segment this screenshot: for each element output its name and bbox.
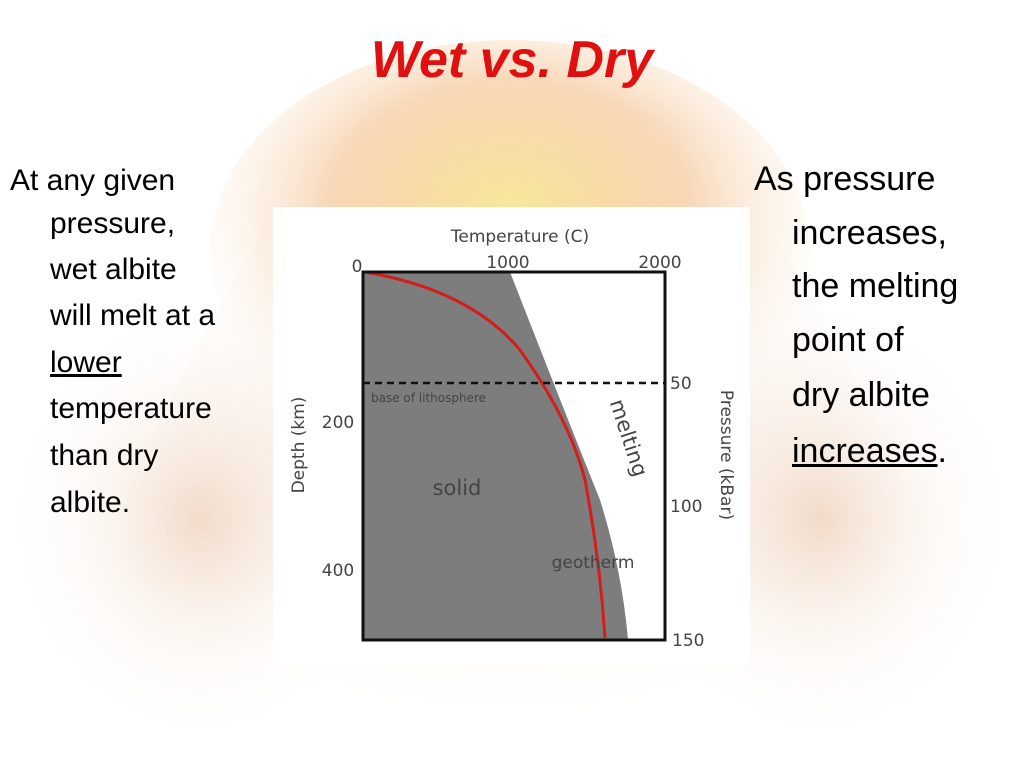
annotation: geotherm	[552, 553, 635, 573]
y2-axis-label: Pressure (kBar)	[716, 390, 736, 520]
plot-frame	[361, 270, 667, 642]
body-text: lower	[50, 346, 122, 379]
x-tick-label: 0	[352, 257, 363, 277]
y2-tick-label: 50	[670, 374, 692, 394]
y2-tick-label: 150	[672, 631, 704, 651]
body-text: will melt at a	[50, 299, 216, 332]
body-text: increases,	[792, 214, 947, 252]
body-text: the melting	[792, 267, 959, 305]
y-axis-label: Depth (km)	[289, 397, 309, 494]
x-tick-label: 2000	[638, 253, 681, 273]
x-axis-label: Temperature (C)	[450, 227, 589, 247]
body-text: increases.	[792, 432, 947, 471]
body-text: temperature	[50, 392, 212, 425]
solid-region	[363, 272, 628, 640]
geotherm-curve	[364, 270, 607, 639]
body-text: As pressure	[754, 160, 936, 198]
body-text: wet albite	[50, 253, 177, 286]
y-tick-label: 400	[322, 561, 354, 581]
slide-title: Wet vs. Dry	[370, 31, 654, 89]
body-text: than dry	[50, 439, 159, 472]
body-text: point of	[792, 321, 904, 359]
body-text: dry albite	[792, 376, 930, 414]
body-text: pressure,	[50, 207, 176, 240]
y2-tick-label: 100	[670, 497, 702, 517]
body-text: albite.	[50, 486, 131, 519]
emphasis: increases	[792, 432, 938, 470]
annotation: solid	[433, 476, 482, 500]
x-tick-label: 1000	[486, 253, 529, 273]
y-tick-label: 200	[322, 413, 354, 433]
annotation: base of lithosphere	[371, 391, 486, 405]
body-text: At any given	[10, 164, 176, 197]
punctuation: .	[937, 432, 947, 470]
